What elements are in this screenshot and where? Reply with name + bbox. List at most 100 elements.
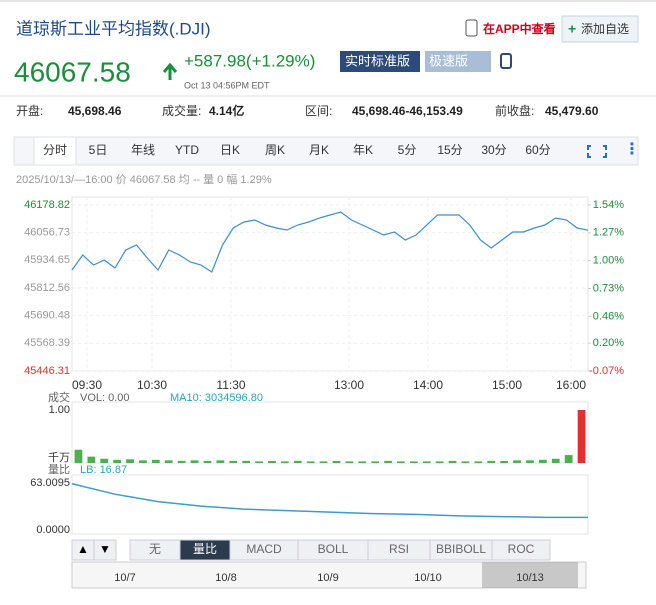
vol-bar [422,461,431,463]
y-tick-label: 45690.48 [24,310,70,322]
indicator-tab[interactable]: ▼ [99,542,111,556]
y-tick-label: 46056.73 [24,227,70,239]
stat-label: 成交量: [162,103,201,118]
indicator-tab[interactable]: RSI [389,542,409,556]
fullscreen-icon [587,145,607,158]
tab[interactable]: 5分 [398,143,417,157]
x-tick-label: 11:30 [216,378,245,392]
x-tick-label: 10:30 [137,378,167,392]
price-line [71,211,589,273]
x-tick-label: 09:30 [72,378,102,392]
vol-bar [126,459,134,463]
active-tab[interactable] [33,136,77,166]
vol-bar [448,460,457,463]
navigator-date: 10/8 [215,572,236,584]
tab[interactable]: 分时 [43,143,67,157]
indicator-tab[interactable]: BBIBOLL [436,542,486,556]
vol-legend: MA10: 3034596.80 [170,392,263,404]
mode-button[interactable]: 实时标准版 [345,53,410,68]
ratio-tick: 0.0000 [36,524,70,536]
app-link[interactable]: 在APP中查看 [483,21,556,36]
tab[interactable]: 月K [309,143,329,157]
vol-bar [384,460,392,463]
vol-bar [203,460,212,463]
ratio-line [71,483,589,519]
vol-bar [409,461,418,463]
y-tick-label: 46178.82 [24,199,70,211]
up-arrow [162,62,178,80]
x-tick-label: 14:00 [413,378,443,392]
tab[interactable]: 年K [353,143,373,157]
stat-label: 前收盘: [495,103,534,118]
vol-bar [306,461,315,463]
tab[interactable]: 5日 [89,143,108,157]
vol-bar [461,461,470,463]
tab[interactable]: 30分 [481,143,506,157]
tab[interactable]: 周K [265,143,285,157]
vol-bar [229,460,238,463]
stat-label: 区间: [305,104,332,118]
mode-box[interactable] [425,51,491,72]
vol-bar [500,460,509,463]
indicator-tab[interactable]: MACD [246,542,282,556]
vol-bar [87,456,96,463]
vol-legend: VOL: 0.00 [80,392,130,404]
tab[interactable]: 日K [220,143,240,157]
ratio-frame [71,474,589,535]
mobile-icon [500,53,512,69]
vol-bar [526,460,534,463]
indicator-tab-box[interactable] [491,539,551,561]
indicator-tab[interactable]: BOLL [318,542,349,556]
tab[interactable]: 15分 [437,143,462,157]
tab[interactable]: YTD [175,143,199,157]
indicator-tab-box[interactable] [93,539,117,561]
vol-bar [255,461,263,463]
y2-tick-label: 0.46% [593,310,624,322]
indicator-tab[interactable]: ROC [508,542,535,556]
vol-bar [435,461,444,463]
navigator-window[interactable] [482,562,578,588]
more-icon: ⋮ [624,141,640,158]
price: 46067.58 [14,56,131,87]
ratio-legend: LB: 16.87 [80,464,127,476]
y-tick-label: 45568.39 [24,337,70,349]
vol-bar [164,460,173,463]
vol-bar [487,460,496,463]
mode-box[interactable] [340,51,420,72]
vol-tick: 1.00 [49,404,70,416]
indicator-tab[interactable]: ▲ [77,542,89,556]
vol-bar [345,461,354,463]
tab[interactable]: 60分 [525,143,550,157]
vol-bar [332,460,341,463]
vol-bar [280,461,289,463]
vol-bar [113,459,122,463]
vol-bar [216,460,225,463]
vol-frame [71,401,589,464]
tab[interactable]: 年线 [131,143,155,157]
ratio-tick: 63.0095 [30,477,70,489]
y-tick-label: 45446.31 [24,365,70,377]
x-tick-label: 16:00 [556,378,586,392]
indicator-tab[interactable]: 无 [149,542,161,556]
vol-title: 成交 [48,390,70,404]
stat-value: 4.14亿 [209,103,244,118]
mode-button[interactable]: 极速版 [429,53,468,68]
vol-bar [293,460,302,463]
time: Oct 13 04:56PM EDT [184,80,270,90]
vol-bar [139,460,147,463]
vol-bar [577,410,586,463]
indicator-tab[interactable]: 量比 [193,542,217,556]
title: 道琼斯工业平均指数(.DJI) [16,19,211,38]
add-button-box[interactable] [561,15,639,43]
vol-bar [242,460,251,463]
y2-tick-label: 1.00% [593,255,624,267]
stat-label: 开盘: [16,103,43,118]
vol-bar [513,460,521,463]
vol-unit: 千万 [48,451,70,464]
add-button[interactable]: 添加自选 [581,22,629,36]
tab-bar [13,136,639,166]
navigator-date: 10/9 [317,572,338,584]
vol-bar [177,460,186,463]
